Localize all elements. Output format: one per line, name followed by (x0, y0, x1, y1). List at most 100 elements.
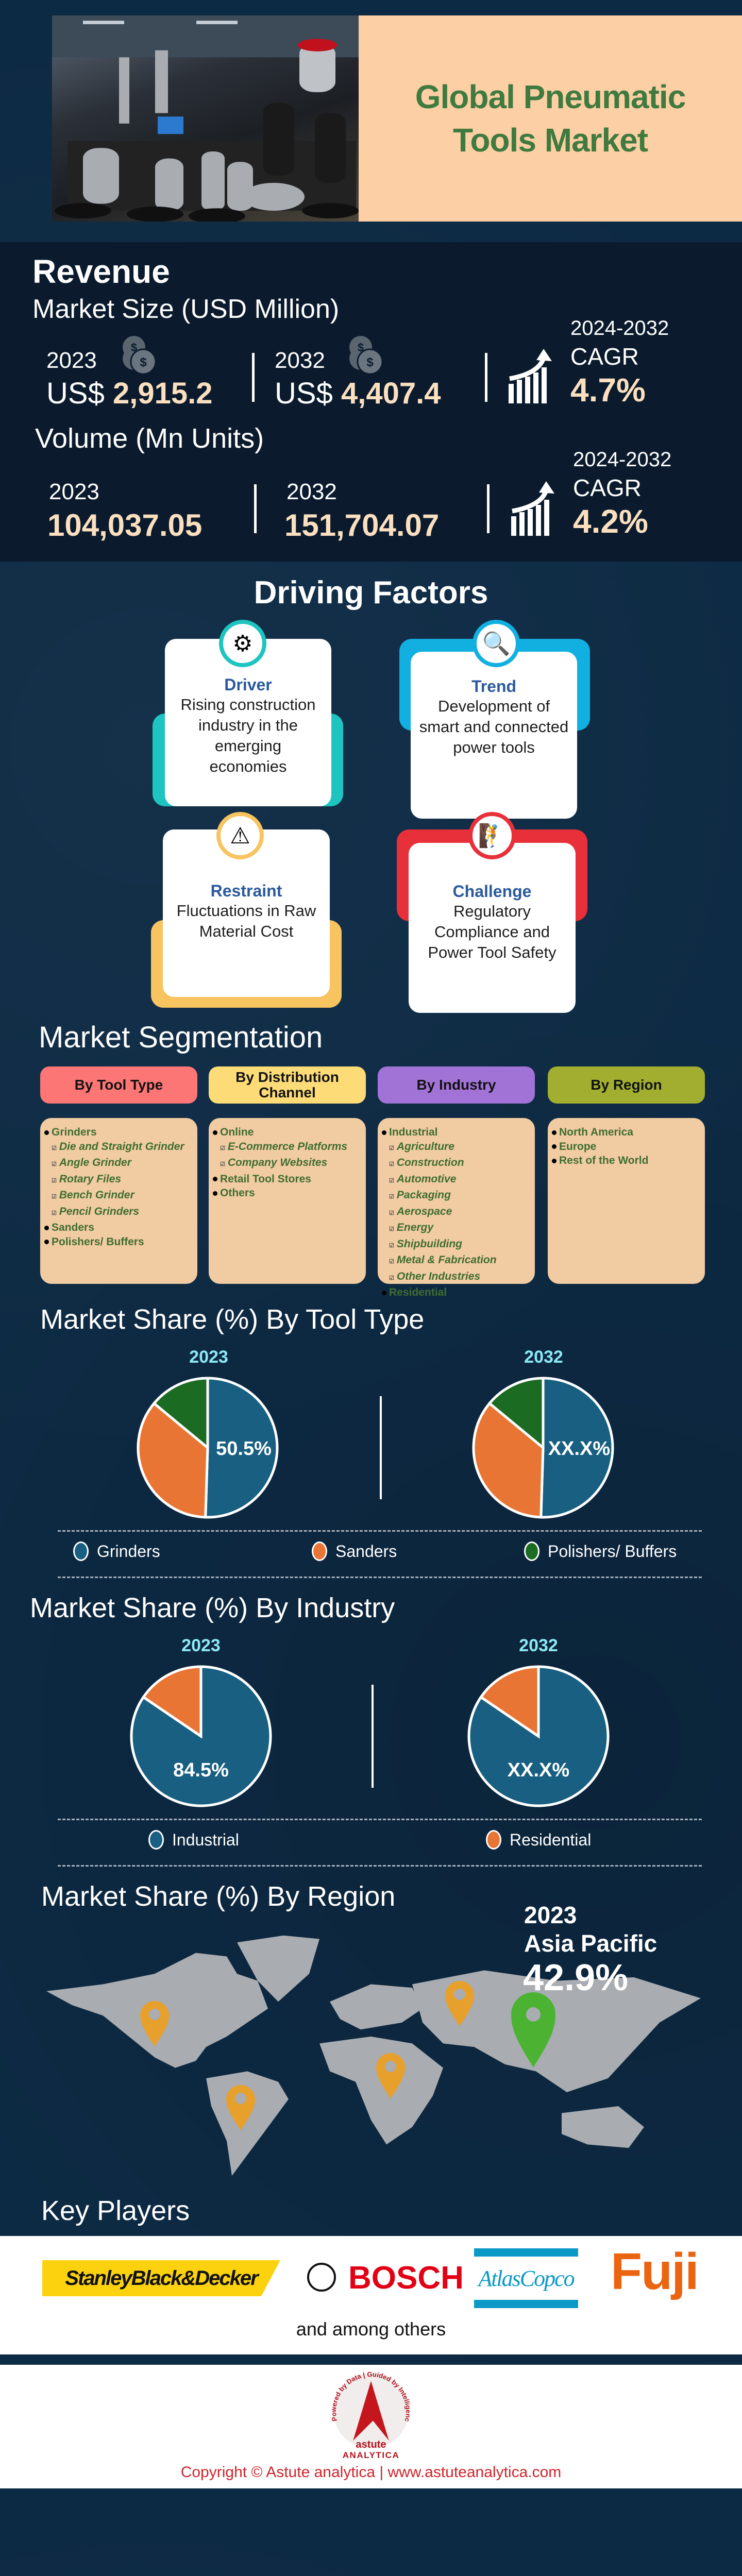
bullet-icon (213, 1191, 217, 1196)
segment-item: ☑ Aerospace (382, 1205, 531, 1221)
svg-text:$: $ (140, 355, 147, 369)
hero-title-panel: Global Pneumatic Tools Market (359, 15, 742, 222)
bullet-icon (382, 1130, 386, 1135)
bullet-icon (44, 1240, 49, 1245)
volume-2032-value: 151,704.07 (284, 508, 440, 543)
segment-item: Rest of the World (552, 1154, 701, 1168)
market-size-2032-value: US$ 4,407.4 (275, 376, 441, 411)
card-text: Rising construction industry in the emer… (180, 696, 316, 775)
segment-item-label: Retail Tool Stores (220, 1173, 311, 1185)
bosch-armature-icon (307, 2263, 336, 2292)
header-section: Global Pneumatic Tools Market (0, 0, 742, 242)
segment-item: North America (552, 1125, 701, 1140)
region-share: 42.9% (523, 1957, 629, 1998)
industry-chart-title: Market Share (%) By Industry (30, 1592, 395, 1623)
tool-type-section: Market Share (%) By Tool Type 2023 2032 … (0, 1298, 742, 1587)
segment-list: North America Europe Rest of the World (548, 1118, 705, 1284)
check-icon: ☑ (220, 1145, 225, 1151)
legend-swatch (73, 1541, 89, 1561)
pie-slice-polishers-buffers (487, 1377, 545, 1451)
currency-prefix: US$ (275, 377, 333, 410)
segment-item-label: Online (220, 1126, 254, 1138)
segment-header: By Region (548, 1066, 705, 1104)
copyright-text: Copyright © Astute analytica | www.astut… (180, 2464, 562, 2481)
legend-label: Grinders (97, 1541, 160, 1561)
segment-list: Online ☑ E-Commerce Platforms ☑ Company Webs… (209, 1118, 366, 1284)
svg-text:$: $ (131, 341, 137, 354)
tool-type-pie-charts: 50.5% XX.X% (137, 1377, 614, 1519)
divider (487, 484, 490, 533)
segment-item: ☑ Shipbuilding (382, 1237, 531, 1253)
bullet-icon (552, 1130, 556, 1135)
driving-factors-section: Driving Factors Driver Rising constructi… (0, 562, 742, 1015)
segment-list: Industrial ☑ Agriculture ☑ Construction ☑ Auto… (378, 1118, 535, 1298)
pie-data-label: XX.X% (548, 1438, 610, 1460)
revenue-title: Revenue (32, 253, 170, 290)
key-players-section: Key Players StanleyBlack&Decker BOSCH At… (0, 2195, 742, 2365)
segment-item: ☑ Company Websites (213, 1156, 362, 1172)
segment-item-label: Angle Grinder (59, 1157, 131, 1168)
check-icon: ☑ (389, 1275, 394, 1281)
card-text: Fluctuations in Raw Material Cost (176, 902, 316, 940)
divider (485, 353, 487, 402)
card-title: Driver (224, 675, 272, 694)
coins-icon: $$ (123, 336, 157, 375)
driving-factors-title: Driving Factors (254, 575, 488, 611)
segment-item-label: Shipbuilding (396, 1238, 463, 1250)
segment-item: Others (213, 1186, 362, 1200)
market-factors-icon: ⚙ (219, 620, 266, 667)
driver-card: Driver Rising construction industry in t… (165, 639, 331, 806)
warning-icon: ⚠ (216, 812, 264, 859)
bullet-icon (213, 1130, 217, 1135)
pneumatic-tools-illustration (52, 15, 359, 222)
pie-slice-polishers-buffers (152, 1377, 209, 1451)
trend-card: Trend Development of smart and connected… (411, 652, 577, 819)
segment-item: ☑ Die and Straight Grinder (44, 1140, 193, 1156)
segment-item: Grinders (44, 1125, 193, 1140)
segment-item-label: Agriculture (396, 1140, 454, 1153)
stanley-black-decker-logo: StanleyBlack&Decker (42, 2260, 280, 2296)
location-pin-icon (376, 2053, 405, 2098)
growth-arrow-icon (511, 481, 554, 536)
svg-text:astute: astute (356, 2439, 386, 2450)
others-note: and among others (296, 2318, 446, 2340)
location-pin-icon (226, 2085, 255, 2130)
segment-item-label: Europe (559, 1140, 597, 1153)
segment-item: Industrial (382, 1125, 531, 1140)
segment-item-label: Residential (389, 1286, 447, 1298)
segment-item: ☑ Energy (382, 1221, 531, 1237)
segment-item-label: North America (559, 1126, 633, 1138)
check-icon: ☑ (389, 1161, 394, 1167)
legend-label: Sanders (335, 1541, 397, 1561)
legend-residential: Residential (486, 1830, 591, 1850)
key-players-title: Key Players (41, 2195, 190, 2226)
challenge-card: Challenge Regulatory Compliance and Powe… (409, 843, 576, 1013)
coins-icon: $$ (349, 336, 383, 375)
footer: Powered by Data | Guided by Intelligence… (0, 2365, 742, 2488)
pie-slice-grinders (204, 1377, 279, 1519)
climber-gear-icon: 🧗 (468, 812, 516, 859)
year-label-2032: 2032 (524, 1347, 563, 1367)
segment-item: ☑ Metal & Fabrication (382, 1253, 531, 1269)
value-2032: 4,407.4 (341, 377, 441, 410)
segment-item-label: Construction (396, 1157, 464, 1168)
map-asia (412, 1970, 701, 2092)
svg-text:ANALYTICA: ANALYTICA (343, 2450, 400, 2460)
segment-item-label: Others (220, 1187, 255, 1199)
location-pin-icon (445, 1981, 474, 2026)
volume-2023-value: 104,037.05 (47, 508, 203, 543)
check-icon: ☑ (389, 1259, 394, 1265)
market-size-label: Market Size (USD Million) (32, 294, 340, 324)
check-icon: ☑ (389, 1145, 394, 1151)
divider (372, 1685, 374, 1788)
legend-swatch (148, 1830, 164, 1850)
svg-text:$: $ (366, 355, 374, 369)
segment-item-label: Metal & Fabrication (396, 1254, 497, 1266)
year-label-2023: 2023 (189, 1347, 228, 1367)
map-europe (330, 1984, 423, 2030)
segmentation-section: Market Segmentation By Tool Type Grinders… (0, 1015, 742, 1298)
dashed-divider (58, 1530, 702, 1532)
pie-data-label: 50.5% (216, 1438, 272, 1460)
check-icon: ☑ (389, 1194, 394, 1200)
segment-item-label: Energy (396, 1222, 434, 1233)
